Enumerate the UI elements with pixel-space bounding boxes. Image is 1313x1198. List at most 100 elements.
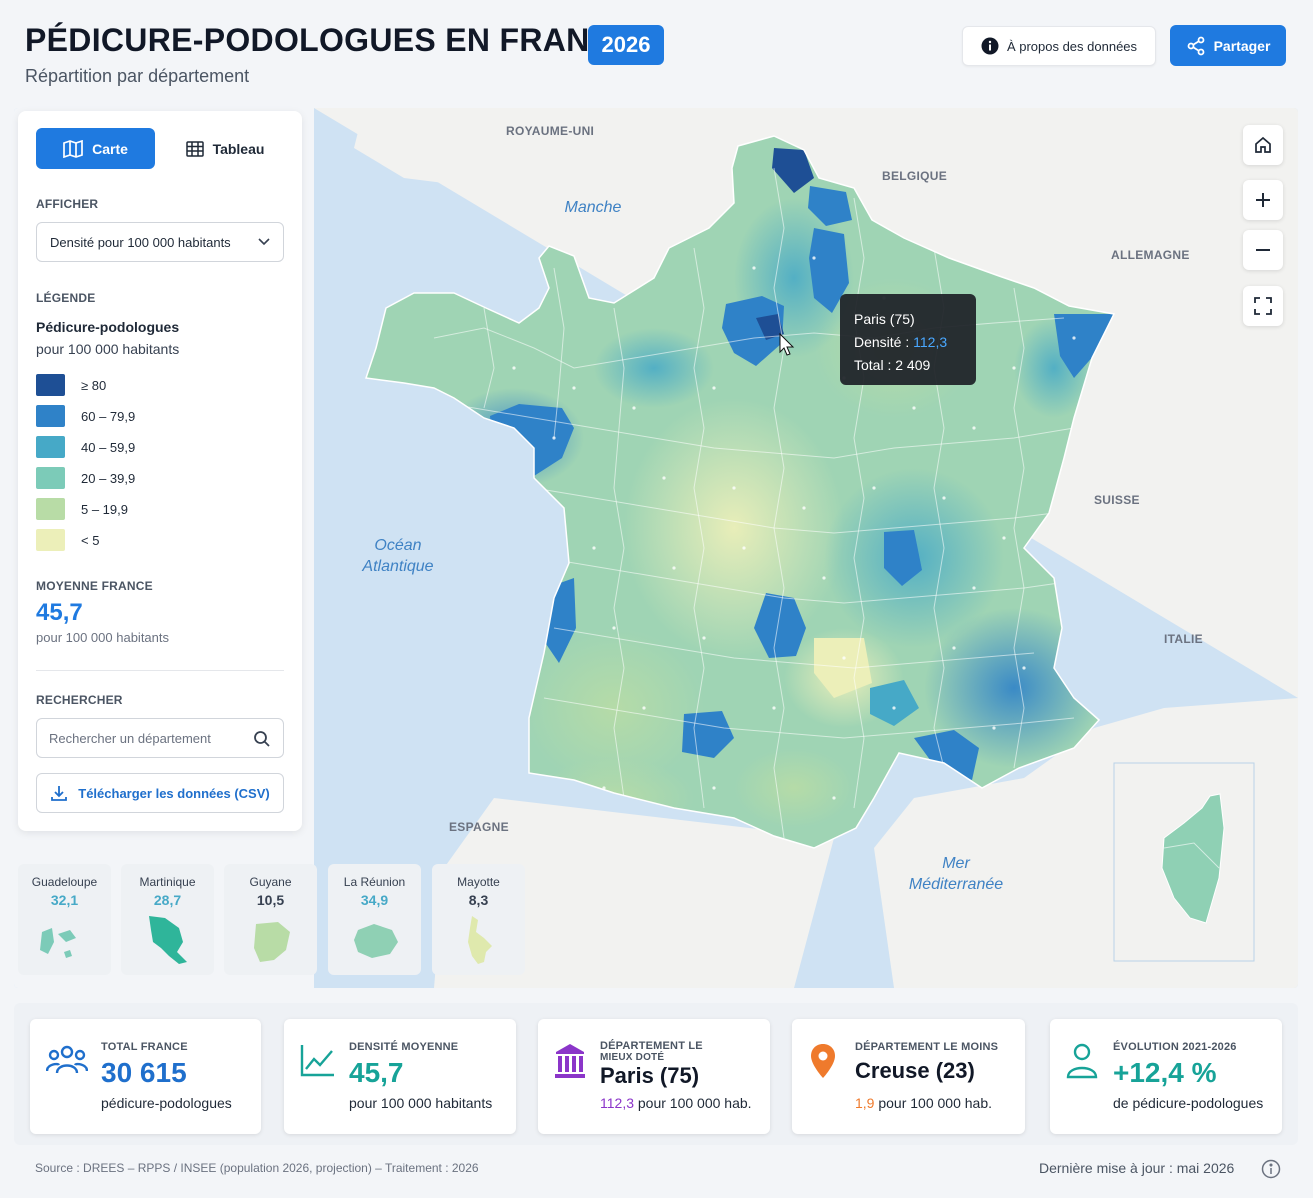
dept-ile-de-france[interactable] bbox=[722, 296, 784, 366]
map-tooltip: Paris (75) Densité : 112,3 Total : 2 409 bbox=[840, 294, 976, 385]
tab-tableau[interactable]: Tableau bbox=[166, 128, 284, 169]
legend-label: < 5 bbox=[81, 532, 100, 548]
overseas-la-reunion[interactable]: La Réunion 34,9 bbox=[328, 864, 421, 975]
home-button[interactable] bbox=[1243, 125, 1283, 165]
stat-card-total: TOTAL FRANCE 30 615 pédicure-podologues bbox=[30, 1019, 261, 1134]
legend-swatch bbox=[36, 374, 65, 396]
dept-gard[interactable] bbox=[870, 680, 919, 726]
download-csv-label: Télécharger les données (CSV) bbox=[78, 785, 270, 801]
panel-divider bbox=[36, 670, 284, 671]
about-data-label: À propos des données bbox=[1006, 38, 1138, 54]
dept-haute-vienne[interactable] bbox=[754, 593, 806, 658]
label-manche: Manche bbox=[564, 199, 622, 216]
legend-label: 60 – 79,9 bbox=[81, 408, 136, 424]
legend-swatch bbox=[36, 498, 65, 520]
stat-label: TOTAL FRANCE bbox=[101, 1041, 188, 1053]
users-icon bbox=[46, 1045, 88, 1074]
zoom-in-button[interactable] bbox=[1243, 180, 1283, 220]
dept-aisne[interactable] bbox=[808, 186, 852, 226]
fullscreen-button[interactable] bbox=[1243, 286, 1283, 326]
stat-value: 45,7 bbox=[349, 1057, 404, 1088]
legend-item: 20 – 39,9 bbox=[36, 467, 135, 489]
share-icon bbox=[1187, 36, 1204, 55]
corsica-inset-frame bbox=[1113, 762, 1255, 962]
label-italy: ITALIE bbox=[1164, 632, 1203, 646]
overseas-mayotte[interactable]: Mayotte 8,3 bbox=[432, 864, 525, 975]
trend-up-icon bbox=[300, 1045, 334, 1077]
dept-marne[interactable] bbox=[809, 228, 849, 313]
legend-swatch bbox=[36, 529, 65, 551]
overseas-value: 34,9 bbox=[360, 892, 389, 908]
building-icon bbox=[555, 1044, 585, 1078]
search-icon[interactable] bbox=[253, 730, 271, 748]
stat-card-density: DENSITÉ MOYENNE 45,7 pour 100 000 habita… bbox=[284, 1019, 516, 1134]
side-panel: Carte Tableau AFFICHER Densité pour 100 … bbox=[18, 111, 302, 831]
dept-bouches-du-rhone[interactable] bbox=[914, 730, 979, 780]
stat-card-worst: DÉPARTEMENT LE MOINS Creuse (23) 1,9 pou… bbox=[792, 1019, 1025, 1134]
overseas-value: 32,1 bbox=[50, 892, 79, 908]
mayotte-shape-icon bbox=[468, 916, 492, 964]
stat-label: ÉVOLUTION 2021-2026 bbox=[1113, 1041, 1237, 1053]
label-mer-line-2: Méditerranée bbox=[908, 876, 1004, 893]
table-icon bbox=[185, 140, 204, 157]
tab-carte[interactable]: Carte bbox=[36, 128, 155, 169]
overseas-guyane[interactable]: Guyane 10,5 bbox=[224, 864, 317, 975]
stat-sub: 1,9 pour 100 000 hab. bbox=[855, 1095, 993, 1111]
dept-cantal[interactable] bbox=[814, 638, 872, 698]
share-label: Partager bbox=[1213, 37, 1271, 54]
search-input[interactable] bbox=[49, 728, 239, 748]
display-section-label: AFFICHER bbox=[36, 197, 99, 211]
corsica[interactable] bbox=[1161, 793, 1225, 924]
chevron-down-icon bbox=[258, 238, 270, 246]
dept-bas-rhin[interactable] bbox=[1054, 314, 1114, 378]
overseas-name: Martinique bbox=[139, 875, 196, 889]
search-box bbox=[36, 718, 284, 758]
stat-sub: 112,3 pour 100 000 hab. bbox=[600, 1095, 752, 1111]
overseas-martinique[interactable]: Martinique 28,7 bbox=[121, 864, 214, 975]
tab-tableau-label: Tableau bbox=[212, 140, 265, 157]
spain-land bbox=[434, 798, 834, 988]
zoom-out-button[interactable] bbox=[1243, 230, 1283, 270]
reunion-shape-icon bbox=[354, 924, 398, 958]
dept-rhone[interactable] bbox=[884, 530, 922, 586]
stat-sub: pour 100 000 habitants bbox=[349, 1095, 493, 1111]
overseas-guadeloupe[interactable]: Guadeloupe 32,1 bbox=[18, 864, 111, 975]
overseas-name: Guadeloupe bbox=[31, 875, 98, 889]
share-button[interactable]: Partager bbox=[1170, 25, 1286, 66]
stat-label: DÉPARTEMENT LE bbox=[600, 1040, 703, 1052]
label-switzerland: SUISSE bbox=[1094, 493, 1140, 507]
fullscreen-icon bbox=[1254, 297, 1272, 315]
download-csv-button[interactable]: Télécharger les données (CSV) bbox=[36, 773, 284, 813]
legend-swatch bbox=[36, 467, 65, 489]
dept-nord[interactable] bbox=[772, 148, 814, 193]
display-select[interactable]: Densité pour 100 000 habitants bbox=[36, 222, 284, 262]
guadeloupe-shape-icon bbox=[40, 928, 76, 958]
overseas-name: Guyane bbox=[249, 875, 292, 889]
label-ocean-line-1: Océan bbox=[374, 537, 422, 554]
stat-sub: pédicure-podologues bbox=[101, 1095, 232, 1111]
legend-item: 60 – 79,9 bbox=[36, 405, 135, 427]
stat-label: DÉPARTEMENT LE MOINS bbox=[855, 1041, 999, 1053]
search-section-label: RECHERCHER bbox=[36, 693, 123, 707]
stat-value: Paris (75) bbox=[600, 1063, 700, 1088]
page-subtitle: Répartition par département bbox=[25, 66, 250, 86]
stat-card-best: DÉPARTEMENT LE MIEUX DOTÉ Paris (75) 112… bbox=[538, 1019, 770, 1134]
uk-land bbox=[354, 108, 734, 188]
about-data-button[interactable]: À propos des données bbox=[962, 26, 1156, 66]
stat-value: Creuse (23) bbox=[855, 1058, 975, 1083]
info-outline-icon[interactable] bbox=[1261, 1159, 1281, 1179]
footer-source: Source : DREES – RPPS / INSEE (populatio… bbox=[35, 1161, 479, 1175]
person-icon bbox=[1066, 1043, 1098, 1079]
info-icon bbox=[981, 37, 999, 55]
legend-item: 40 – 59,9 bbox=[36, 436, 135, 458]
label-germany: ALLEMAGNE bbox=[1111, 248, 1190, 262]
label-spain: ESPAGNE bbox=[449, 820, 509, 834]
overseas-value: 8,3 bbox=[468, 892, 489, 908]
label-mer-mediterranee: Mer Méditerranée bbox=[898, 853, 1014, 895]
minus-icon bbox=[1256, 249, 1270, 251]
stat-label-line-2: MIEUX DOTÉ bbox=[600, 1052, 665, 1063]
dept-paris[interactable] bbox=[756, 314, 784, 340]
stat-sub: de pédicure-podologues bbox=[1113, 1095, 1264, 1111]
tooltip-title: Paris (75) bbox=[854, 311, 915, 327]
footer-updated: Dernière mise à jour : mai 2026 bbox=[1039, 1160, 1235, 1176]
